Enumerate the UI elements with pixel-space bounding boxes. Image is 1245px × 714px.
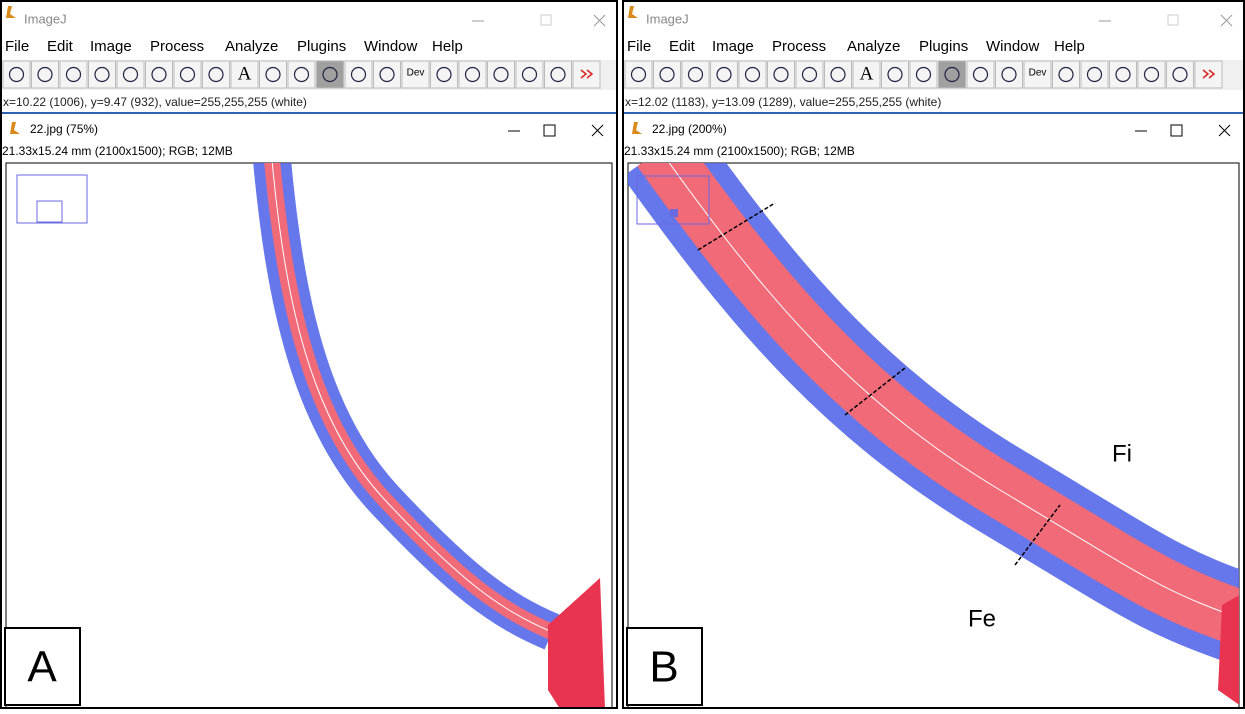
image-title: 22.jpg (75%): [30, 122, 98, 136]
tool-button[interactable]: [1138, 61, 1165, 88]
tool-button[interactable]: [545, 61, 572, 88]
menu-item[interactable]: Window: [986, 38, 1040, 55]
status-bar: x=12.02 (1183), y=13.09 (1289), value=25…: [625, 95, 941, 109]
tool-button[interactable]: [174, 61, 201, 88]
tool-button[interactable]: [260, 61, 287, 88]
dev-tool[interactable]: Dev: [407, 68, 425, 79]
page: ImageJ File Edit Image Process Analyze Plugins…: [0, 0, 1245, 709]
imagej-panel: ImageJ File Edit Image Process Analyze Plugins…: [622, 0, 1245, 709]
tool-button[interactable]: [317, 61, 344, 88]
tool-button[interactable]: [625, 61, 652, 88]
tool-button[interactable]: [1110, 61, 1137, 88]
tool-button[interactable]: [768, 61, 795, 88]
menu-item[interactable]: Edit: [669, 38, 696, 55]
menu-item[interactable]: Plugins: [297, 38, 346, 55]
app-title: ImageJ: [24, 11, 67, 26]
text-tool[interactable]: A: [238, 63, 252, 84]
screenshot: ImageJ File Edit Image Process Analyze Plugins…: [0, 0, 1245, 709]
tool-button[interactable]: [374, 61, 401, 88]
menu-item[interactable]: Analyze: [225, 38, 278, 55]
tool-button[interactable]: [739, 61, 766, 88]
status-bar: x=10.22 (1006), y=9.47 (932), value=255,…: [3, 95, 307, 109]
tool-button[interactable]: [32, 61, 59, 88]
image-title: 22.jpg (200%): [652, 122, 727, 136]
tool-button[interactable]: [203, 61, 230, 88]
imagej-panel: ImageJ File Edit Image Process Analyze Plugins…: [0, 0, 618, 709]
menu-item[interactable]: File: [5, 38, 29, 55]
tool-button[interactable]: [1053, 61, 1080, 88]
app-title: ImageJ: [646, 11, 689, 26]
annotation: Fi: [1112, 440, 1132, 467]
tool-button[interactable]: [1167, 61, 1194, 88]
image-info: 21.33x15.24 mm (2100x1500); RGB; 12MB: [2, 144, 233, 158]
panel-label: B: [649, 643, 678, 692]
menu-item[interactable]: Process: [772, 38, 826, 55]
tool-button[interactable]: [288, 61, 315, 88]
menu-item[interactable]: Process: [150, 38, 204, 55]
annotation: Fe: [968, 605, 996, 632]
tool-button[interactable]: [1081, 61, 1108, 88]
tool-button[interactable]: [459, 61, 486, 88]
tool-button[interactable]: [967, 61, 994, 88]
tool-button[interactable]: [431, 61, 458, 88]
navigator-view: [670, 209, 678, 217]
menu-item[interactable]: Plugins: [919, 38, 968, 55]
tool-button[interactable]: [60, 61, 87, 88]
menu-item[interactable]: File: [627, 38, 651, 55]
tool-button[interactable]: [996, 61, 1023, 88]
menu-item[interactable]: Image: [712, 38, 754, 55]
menu-item[interactable]: Help: [1054, 38, 1085, 55]
menu-item[interactable]: Edit: [47, 38, 74, 55]
menu-item[interactable]: Window: [364, 38, 418, 55]
tool-button[interactable]: [910, 61, 937, 88]
panel-label: A: [27, 643, 57, 692]
tool-button[interactable]: [796, 61, 823, 88]
tool-button[interactable]: [345, 61, 372, 88]
menu-item[interactable]: Image: [90, 38, 132, 55]
tool-button[interactable]: [825, 61, 852, 88]
tool-button[interactable]: [516, 61, 543, 88]
dev-tool[interactable]: Dev: [1029, 68, 1047, 79]
tool-button[interactable]: [939, 61, 966, 88]
tool-button[interactable]: [89, 61, 116, 88]
tool-button[interactable]: [882, 61, 909, 88]
menu-item[interactable]: Help: [432, 38, 463, 55]
text-tool[interactable]: A: [860, 63, 874, 84]
tool-button[interactable]: [117, 61, 144, 88]
menu-item[interactable]: Analyze: [847, 38, 900, 55]
tool-button[interactable]: [3, 61, 30, 88]
tool-button[interactable]: [682, 61, 709, 88]
tool-button[interactable]: [488, 61, 515, 88]
tool-button[interactable]: [711, 61, 738, 88]
image-info: 21.33x15.24 mm (2100x1500); RGB; 12MB: [624, 144, 855, 158]
tool-button[interactable]: [146, 61, 173, 88]
tool-button[interactable]: [654, 61, 681, 88]
